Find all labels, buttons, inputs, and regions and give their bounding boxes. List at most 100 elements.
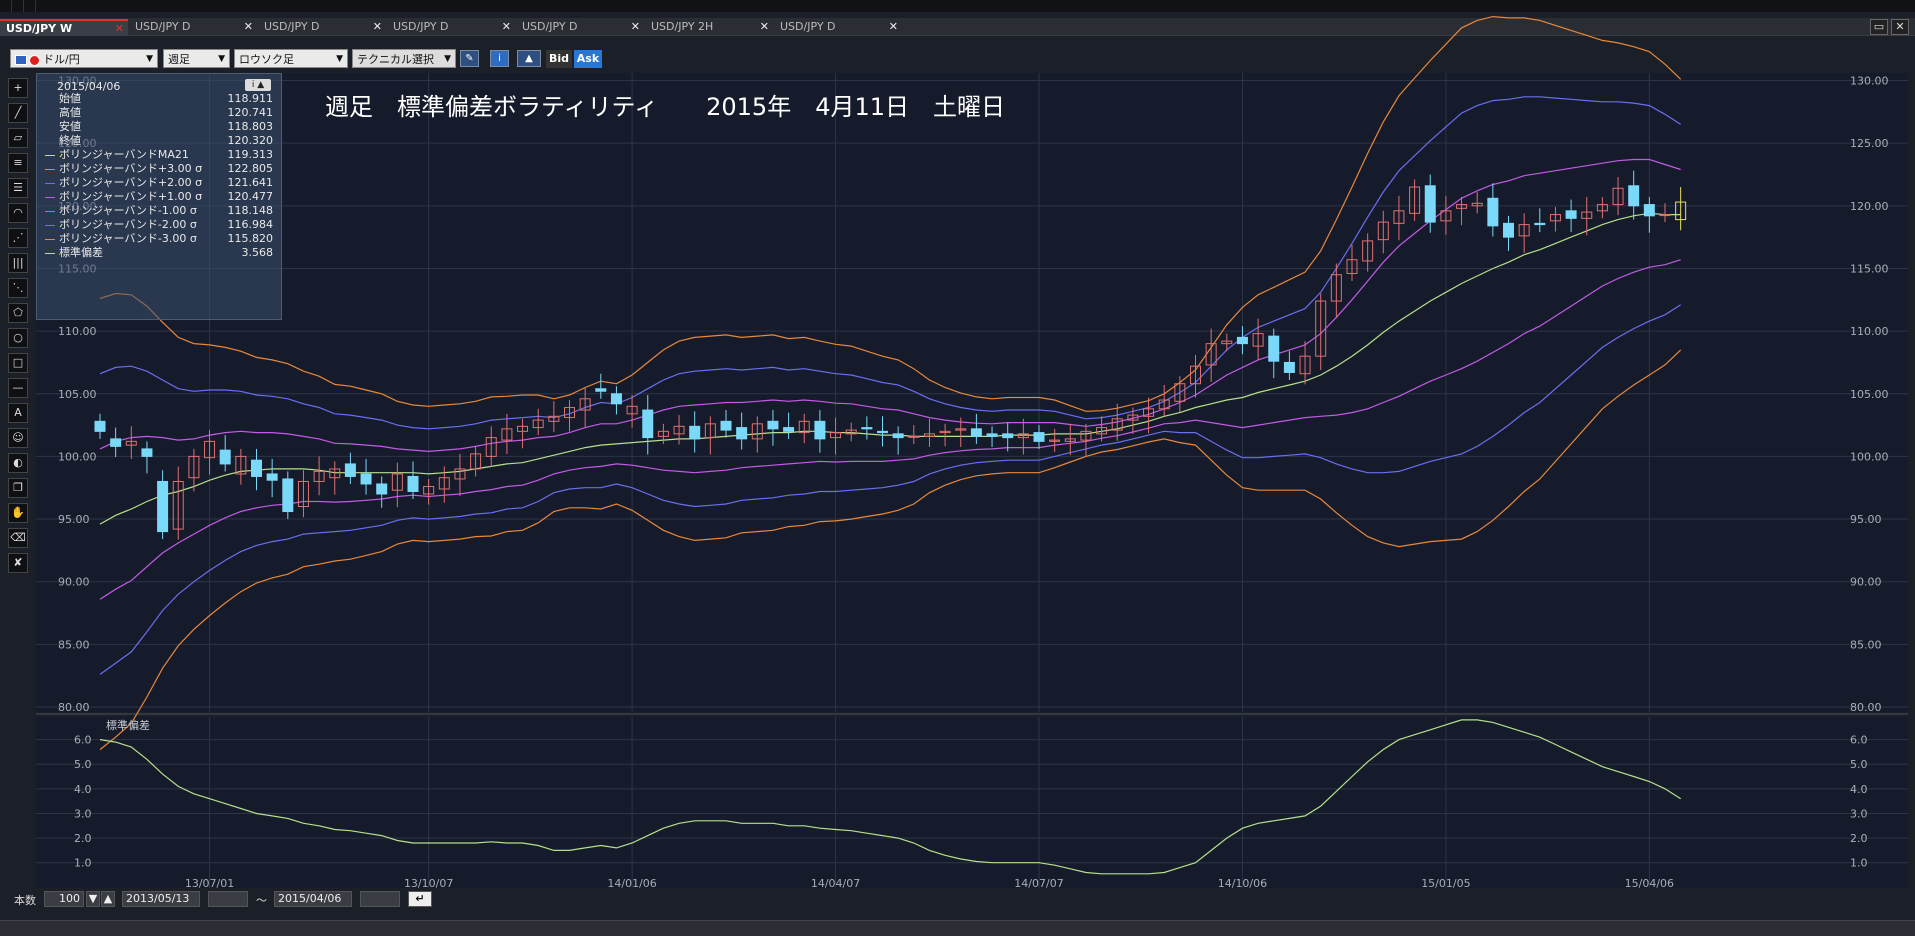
y-tick-label-right: 100.00 <box>1850 450 1889 463</box>
candle-body <box>610 393 622 405</box>
ask-button[interactable]: Ask <box>574 50 602 68</box>
bid-button[interactable]: Bid <box>546 50 572 68</box>
band-plus2-line <box>99 96 1682 430</box>
candle-body <box>1659 214 1671 217</box>
count-input[interactable]: 100 <box>44 891 84 907</box>
close-icon[interactable]: ✕ <box>1891 19 1909 35</box>
delete-all-icon[interactable]: ✘ <box>8 553 28 573</box>
info-date: 2015/04/06 <box>57 80 121 93</box>
circle-icon[interactable]: ○ <box>8 328 28 348</box>
info-row: ボリンジャーバンド-2.00 σ 116.984 <box>45 218 273 232</box>
tab-3[interactable]: USD/JPY D ✕ <box>387 19 515 35</box>
candle-body <box>1596 204 1608 212</box>
channel-icon[interactable]: ☰ <box>8 178 28 198</box>
currency-pair-select[interactable]: ドル/円 ▼ <box>10 49 158 68</box>
candle-body <box>1158 399 1170 410</box>
ma21-line <box>99 212 1681 525</box>
emoji-icon[interactable]: ☺ <box>8 428 28 448</box>
tab-close-icon[interactable]: ✕ <box>114 22 124 35</box>
chart-style-select[interactable]: ロウソク足 ▼ <box>234 49 348 68</box>
tab-6[interactable]: USD/JPY D ✕ <box>774 19 902 35</box>
tab-5[interactable]: USD/JPY 2H ✕ <box>645 19 773 35</box>
info-row-value: 118.911 <box>227 92 274 105</box>
info-row: 安値 118.803 <box>45 120 273 134</box>
candle-body <box>1675 201 1687 221</box>
candle-body <box>297 480 309 508</box>
to-date-input[interactable]: 2015/04/06 <box>274 891 352 907</box>
candle-body <box>1487 197 1499 227</box>
line-icon[interactable]: — <box>8 378 28 398</box>
fib-arc-icon[interactable]: ◠ <box>8 203 28 223</box>
candle-body <box>986 433 998 437</box>
period-select[interactable]: 週足 ▼ <box>163 49 230 68</box>
fan-icon[interactable]: ⋰ <box>8 228 28 248</box>
candle-body <box>454 468 466 480</box>
candle-body <box>548 415 560 422</box>
to-time-input[interactable] <box>360 891 400 907</box>
info-row: ボリンジャーバンドMA21 119.313 <box>45 148 273 162</box>
legend-swatch <box>45 224 55 226</box>
tab-label: USD/JPY 2H <box>651 20 714 33</box>
from-date-input[interactable]: 2013/05/13 <box>122 891 200 907</box>
candle-body <box>94 420 106 432</box>
tab-0[interactable]: USD/JPY W ✕ <box>0 19 128 35</box>
sd-y-tick-label-right: 4.0 <box>1850 783 1868 796</box>
hline-icon[interactable]: ≡ <box>8 153 28 173</box>
tab-close-icon[interactable]: ✕ <box>888 20 898 33</box>
info-row-label: ボリンジャーバンド+1.00 σ <box>59 190 203 203</box>
window-controls: ▭ ✕ <box>1867 19 1909 35</box>
candle-body <box>642 409 654 439</box>
tab-close-icon[interactable]: ✕ <box>243 20 253 33</box>
sd-y-tick-label-right: 1.0 <box>1850 857 1868 870</box>
pitchfork-icon[interactable]: ⋱ <box>8 278 28 298</box>
copy-icon[interactable]: ❐ <box>8 478 28 498</box>
info-icon[interactable]: i <box>490 50 509 67</box>
range-tilde: 〜 <box>256 894 267 907</box>
vlines-icon[interactable]: ||| <box>8 253 28 273</box>
return-icon[interactable]: ↵ <box>408 891 432 907</box>
info-toggle-icon[interactable]: i ▲ <box>245 79 271 91</box>
candle-body <box>923 433 935 437</box>
tab-close-icon[interactable]: ✕ <box>372 20 382 33</box>
candle-body <box>204 440 216 459</box>
tab-close-icon[interactable]: ✕ <box>501 20 511 33</box>
info-row-label: ボリンジャーバンド-2.00 σ <box>59 218 197 231</box>
tab-close-icon[interactable]: ✕ <box>759 20 769 33</box>
hand-icon[interactable]: ✋ <box>8 503 28 523</box>
band-plus1-line <box>99 158 1681 453</box>
area-chart-icon[interactable]: ▲ <box>517 50 541 67</box>
count-down-icon[interactable]: ▼ <box>86 891 100 907</box>
candle-body <box>470 453 482 470</box>
candle-body <box>579 398 591 411</box>
count-up-icon[interactable]: ▲ <box>101 891 115 907</box>
chevron-down-icon: ▼ <box>218 54 225 64</box>
tab-4[interactable]: USD/JPY D ✕ <box>516 19 644 35</box>
crosshair-icon[interactable]: + <box>8 78 28 98</box>
restore-icon[interactable]: ▭ <box>1870 19 1888 35</box>
legend-swatch <box>45 99 55 100</box>
candle-body <box>1268 335 1280 362</box>
candle-body <box>1424 185 1436 223</box>
pen-icon[interactable]: ✎ <box>460 50 479 67</box>
ruler-icon[interactable]: ▱ <box>8 128 28 148</box>
text-icon[interactable]: A <box>8 403 28 423</box>
candle-body <box>892 433 904 439</box>
pentagon-icon[interactable]: ⬠ <box>8 303 28 323</box>
chevron-down-icon: ▼ <box>444 54 451 64</box>
tab-2[interactable]: USD/JPY D ✕ <box>258 19 386 35</box>
period-label: 週足 <box>168 53 190 66</box>
candle-body <box>861 427 873 430</box>
paint-icon[interactable]: ◐ <box>8 453 28 473</box>
technical-select-button[interactable]: テクニカル選択 ▼ <box>352 49 456 68</box>
info-row-label: 始値 <box>59 92 81 105</box>
eraser-icon[interactable]: ⌫ <box>8 528 28 548</box>
trendline-icon[interactable]: ╱ <box>8 103 28 123</box>
y-tick-label-left: 90.00 <box>58 576 90 589</box>
rectangle-icon[interactable]: □ <box>8 353 28 373</box>
candle-body <box>814 420 826 440</box>
from-time-input[interactable] <box>208 891 248 907</box>
tab-close-icon[interactable]: ✕ <box>630 20 640 33</box>
candle-body <box>1518 224 1530 237</box>
tab-1[interactable]: USD/JPY D ✕ <box>129 19 257 35</box>
candle-body <box>1143 408 1155 417</box>
